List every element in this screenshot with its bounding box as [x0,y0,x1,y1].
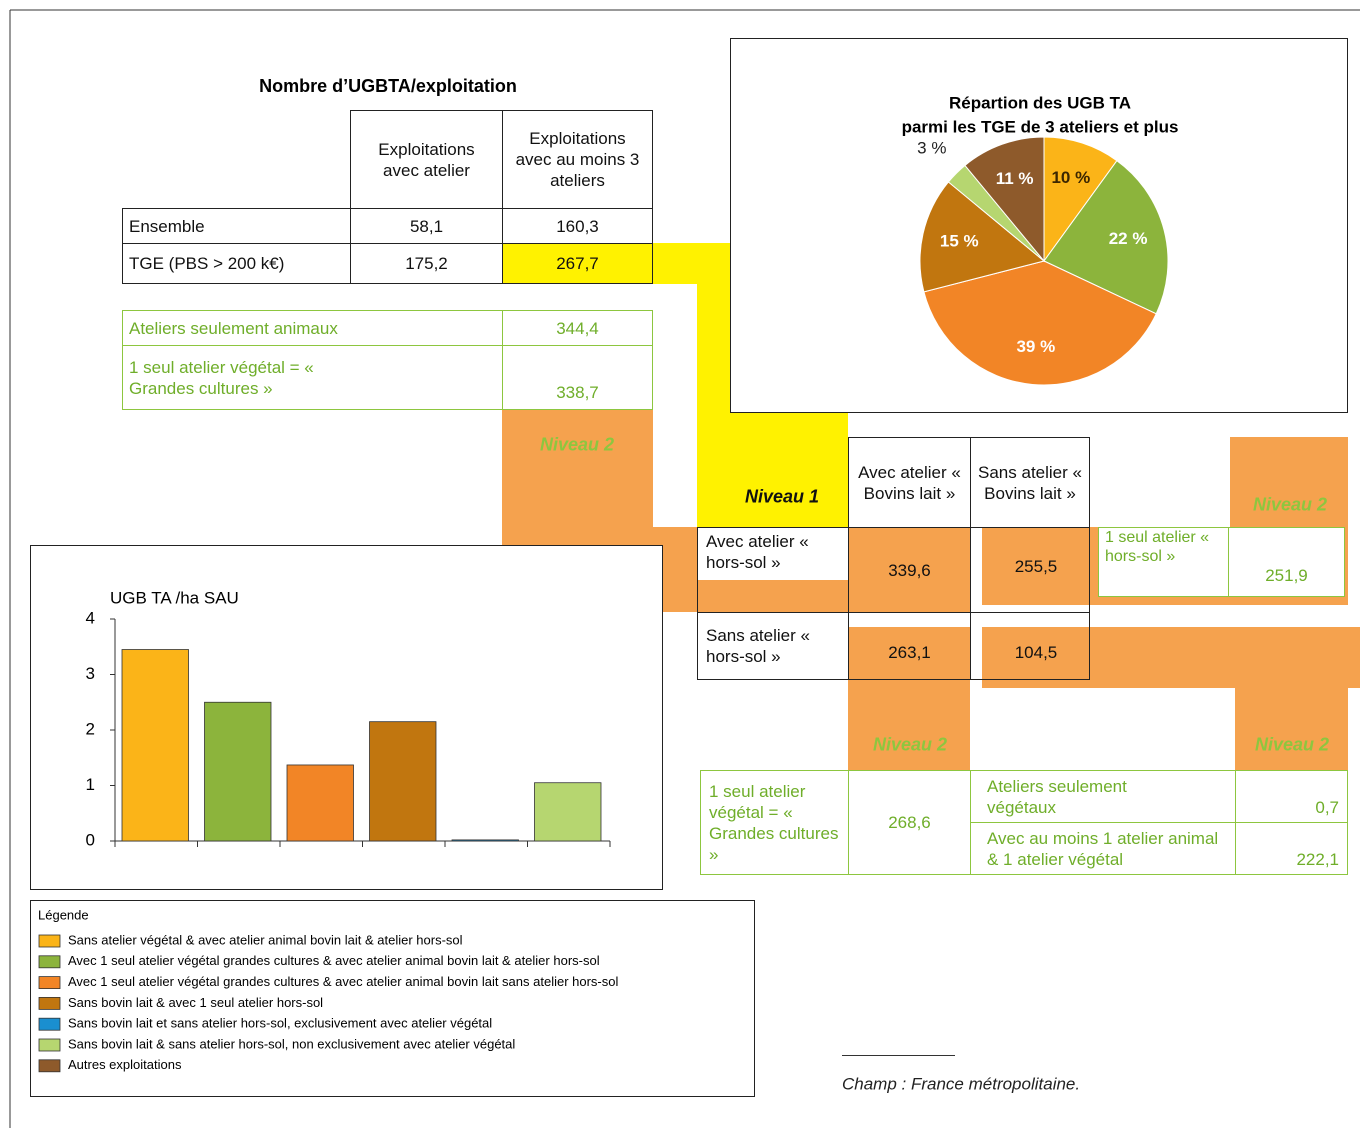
cell-value-text: 268,6 [888,813,931,832]
row-label-text: Ateliers seulement animaux [129,318,338,338]
row-label-text: Ensemble [129,216,205,236]
yellow-connector [653,243,848,527]
cell-value-text: 175,2 [405,254,448,273]
column-header: Exploitations avec atelier [350,110,503,209]
cell-value-text: 344,4 [556,318,599,338]
row-label: TGE (PBS > 200 k€) [122,243,351,284]
cell-value-text: 58,1 [409,216,444,236]
cell-value: 344,4 [502,310,653,346]
cell-value: 222,1 [1235,822,1348,875]
level-label: Niveau 2 [1252,494,1328,515]
row-label: Avec atelier « hors-sol » [697,527,849,613]
row-label-text: Avec au moins 1 atelier animal & 1 ateli… [987,828,1219,869]
legend-box [30,900,755,1097]
cell-value: 160,3 [502,208,653,244]
row-label-text: 1 seul atelier végétal = « Grandes cultu… [129,357,314,398]
column-header-text: Avec atelier « Bovins lait » [858,462,961,503]
row-label: Avec au moins 1 atelier animal & 1 ateli… [970,822,1236,875]
row-label: Ateliers seulement animaux [122,310,503,346]
cell-value-text: 255,5 [1014,556,1058,576]
cell-value: 339,6 [848,527,971,613]
level-label: Niveau 2 [539,434,615,455]
row-label-text: Ateliers seulement végétaux [987,776,1127,817]
orange-connectors [502,410,1360,770]
cell-value: 338,7 [502,345,653,410]
row-label-text: 1 seul atelier « hors-sol » [1105,529,1210,565]
label-backdrop [698,528,847,580]
cell-value-text: 251,9 [1265,566,1308,585]
row-label: Ensemble [122,208,351,244]
column-header-text: Exploitations avec au moins 3 ateliers [515,129,640,190]
column-header: Exploitations avec au moins 3 ateliers [502,110,653,209]
column-header-text: Exploitations avec atelier [378,139,475,180]
cell-value-text: 263,1 [888,642,931,662]
row-label-text: Sans atelier « hors-sol » [706,626,810,666]
row-label-text: TGE (PBS > 200 k€) [129,254,285,273]
level-label: Niveau 2 [872,734,948,755]
cell-value: 58,1 [350,208,503,244]
cell-value: 0,7 [1235,770,1348,823]
row-label: Sans atelier « hors-sol » [697,612,849,680]
cell-value: 104,5 [970,612,1090,680]
row-label: 1 seul atelier végétal = « Grandes cultu… [122,345,503,410]
cell-value: 268,6 [848,770,971,875]
pie-box [730,38,1348,413]
table-title: Nombre d’UGBTA/exploitation [259,76,517,96]
bar-box [30,545,663,890]
cell-value: 251,9 [1228,527,1345,597]
cell-value: 263,1 [848,612,971,680]
column-header: Sans atelier « Bovins lait » [970,437,1090,528]
cell-value-text: 339,6 [888,560,931,580]
cell-value-text: 0,7 [1315,798,1339,817]
level-label: Niveau 1 [744,486,820,507]
cell-value-text: 104,5 [1014,642,1058,662]
level-label: Niveau 2 [1254,734,1330,755]
cell-value: 255,5 [970,527,1090,613]
row-label-text: 1 seul atelier végétal = « Grandes cultu… [709,781,839,864]
row-label-text: Avec atelier « hors-sol » [706,532,809,572]
column-header-text: Sans atelier « Bovins lait » [978,462,1082,503]
row-label: 1 seul atelier « hors-sol » [1098,527,1229,597]
cell-value: 175,2 [350,243,503,284]
row-label: 1 seul atelier végétal = « Grandes cultu… [700,770,849,875]
source-rule [842,1055,955,1056]
cell-value-text: 160,3 [556,216,599,236]
cell-value-text: 222,1 [1296,850,1339,869]
cell-value-text: 338,7 [556,383,599,402]
row-label: Ateliers seulement végétaux [970,770,1236,823]
cell-value-text: 267,7 [556,254,599,273]
cell-value: 267,7 [502,243,653,284]
box-backdrop [1098,527,1345,597]
column-header: Avec atelier « Bovins lait » [848,437,971,528]
